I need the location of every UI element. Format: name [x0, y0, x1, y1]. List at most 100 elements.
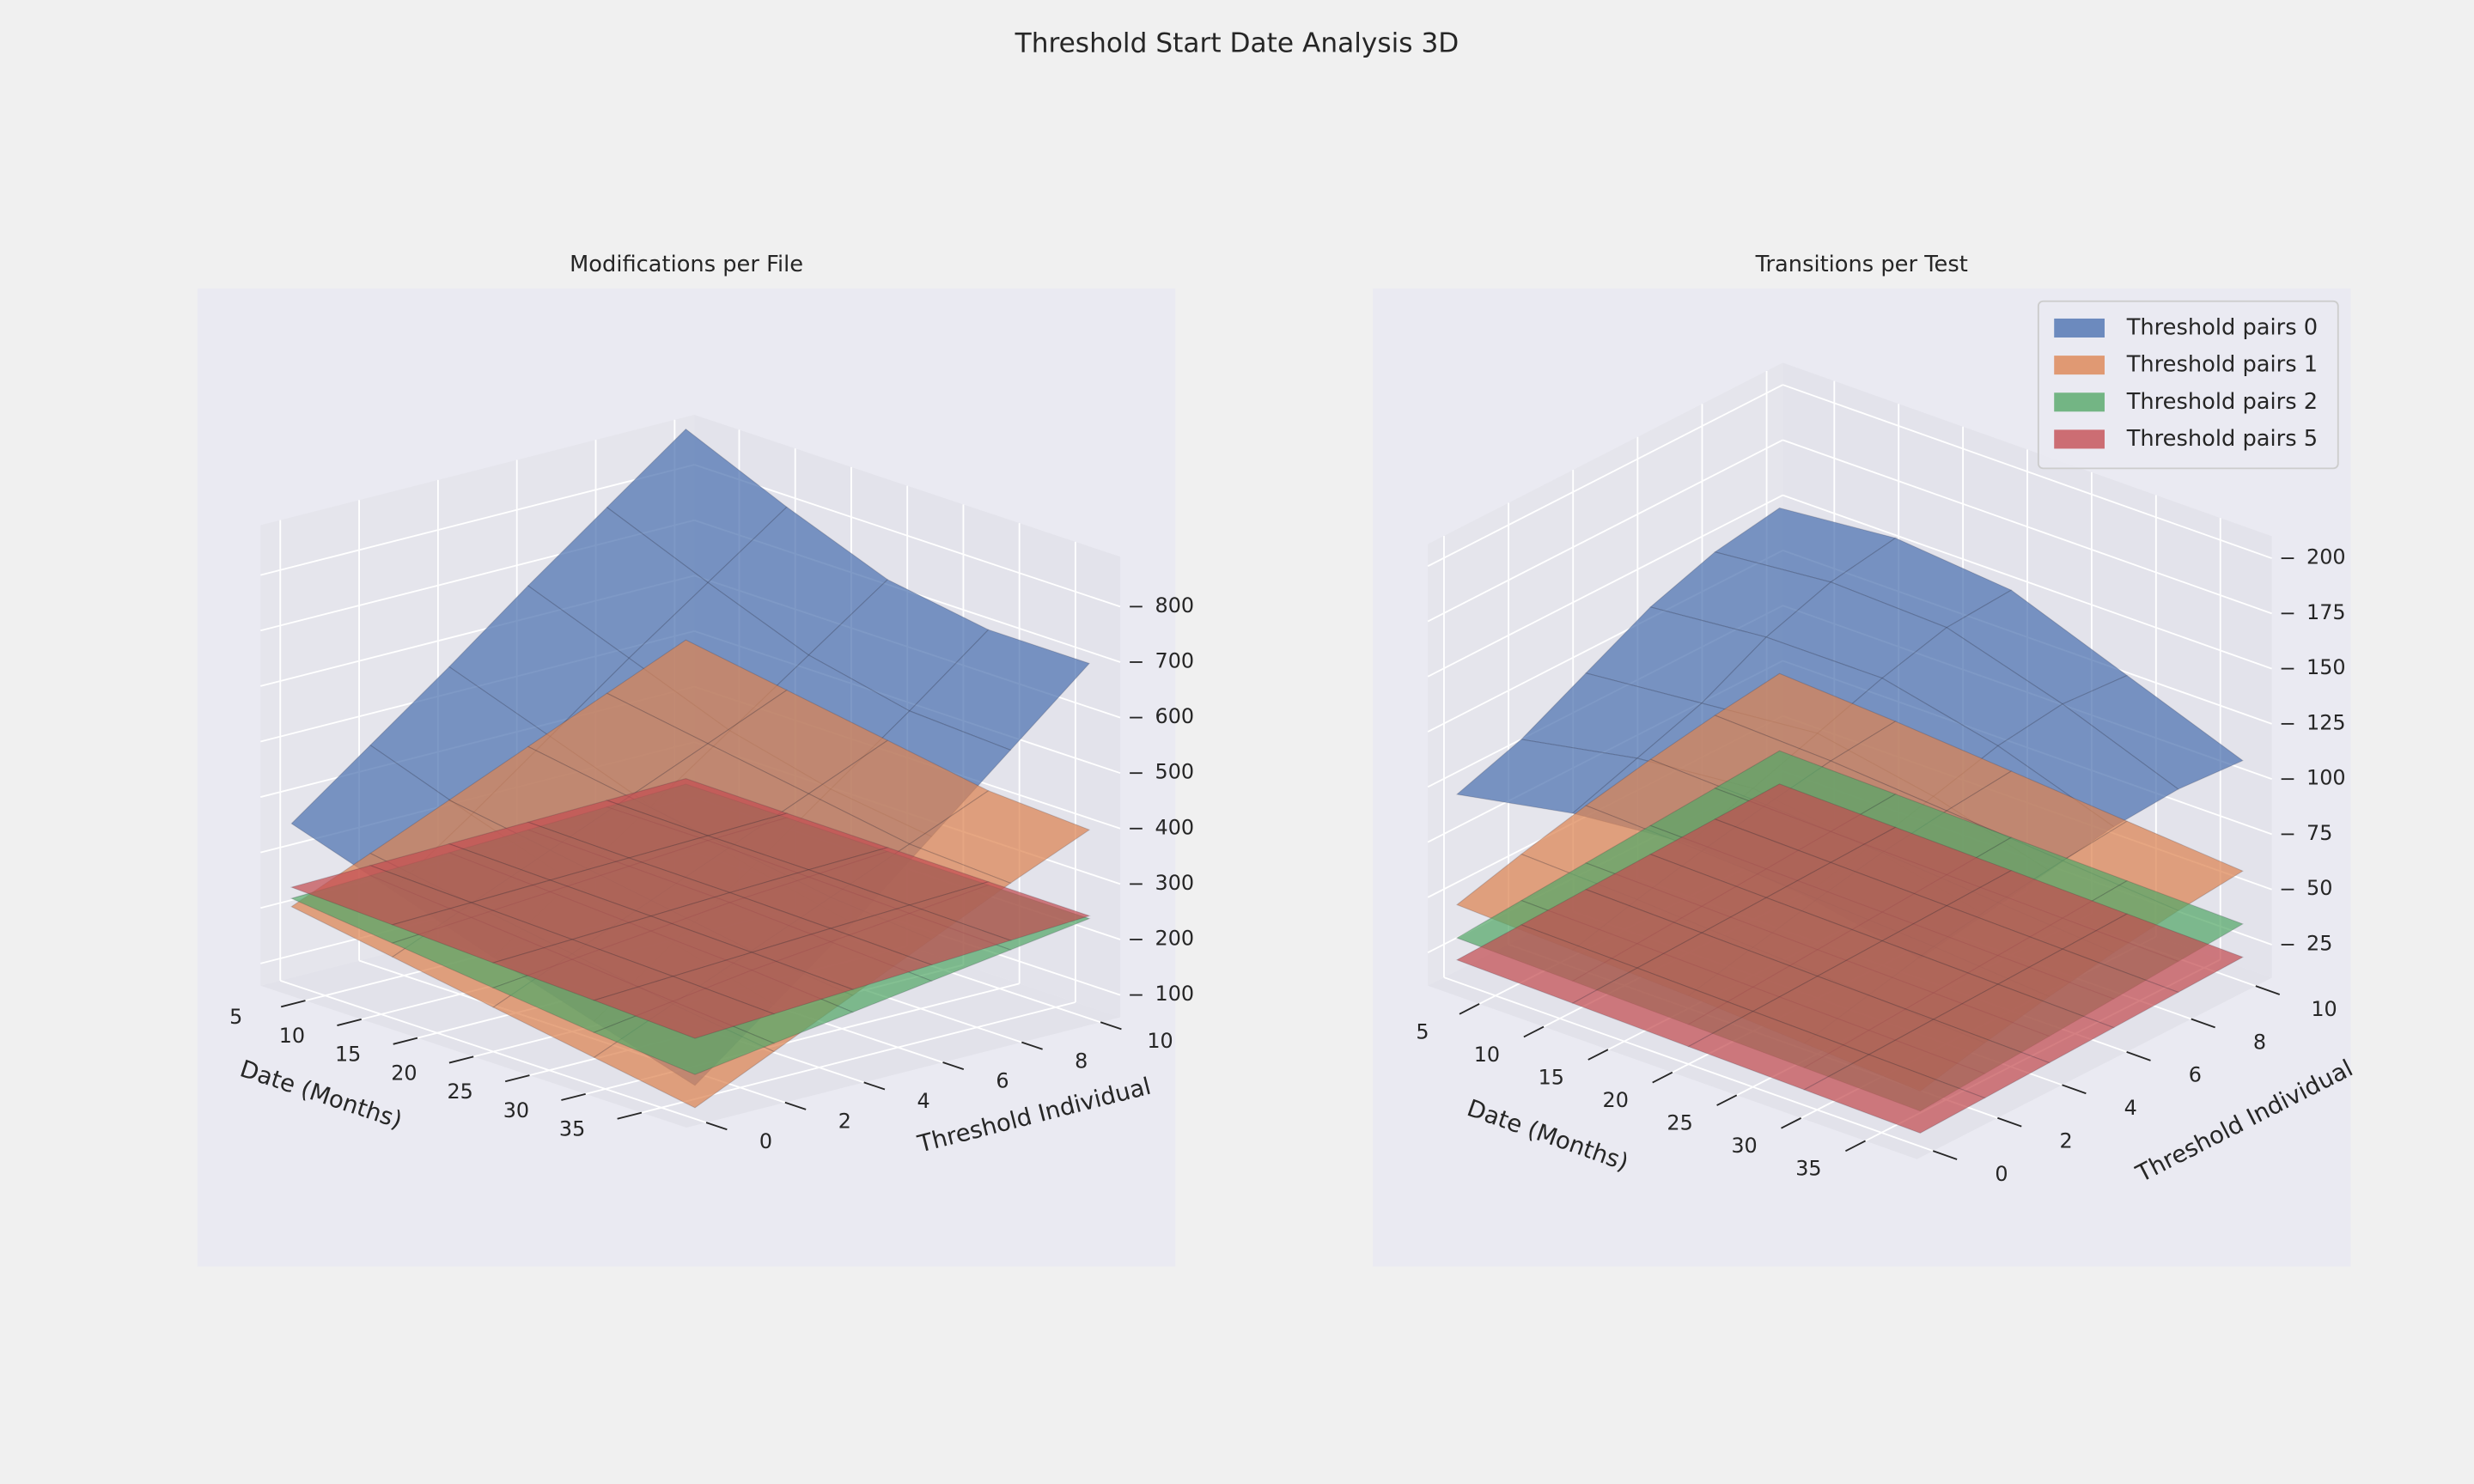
z-tick-label: 50	[2306, 876, 2332, 900]
legend-swatch	[2054, 429, 2105, 449]
grid-line	[1427, 494, 1783, 678]
y-tick-label: 8	[1075, 1049, 1088, 1073]
grid-line	[1427, 384, 1783, 568]
z-tick-label: 700	[1155, 648, 1195, 672]
axes-title: Transitions per Test	[1755, 252, 1968, 277]
y-tick-label: 2	[838, 1109, 851, 1133]
legend-label: Threshold pairs 0	[2126, 314, 2318, 340]
surface-patch	[592, 976, 776, 1039]
x-tick-label: 35	[559, 1117, 585, 1141]
x-tick-label: 30	[1731, 1134, 1757, 1158]
grid-line	[694, 464, 1121, 608]
x-tick	[280, 1000, 306, 1008]
z-tick-label: 200	[2306, 545, 2346, 569]
y-tick-label: 10	[2311, 997, 2337, 1021]
x-tick-label: 20	[391, 1061, 417, 1085]
y-tick	[2126, 1051, 2151, 1061]
grid-line	[260, 464, 695, 576]
x-tick-label: 15	[335, 1043, 361, 1067]
y-tick-label: 6	[2189, 1063, 2202, 1087]
x-tick	[337, 1018, 362, 1026]
grid-line	[641, 1001, 1076, 1114]
z-tick-label: 600	[1155, 704, 1195, 728]
z-tick-label: 100	[2306, 766, 2346, 790]
x-tick	[393, 1037, 418, 1045]
surface	[1455, 783, 2245, 1134]
axes-title: Modifications per File	[570, 252, 803, 277]
x-tick-label: 35	[1795, 1157, 1821, 1181]
surface-patch	[829, 904, 1013, 966]
surface	[289, 778, 1091, 1039]
y-tick	[784, 1101, 807, 1110]
y-tick	[705, 1122, 728, 1131]
grid-line	[1782, 384, 2272, 559]
x-tick	[448, 1055, 474, 1064]
y-tick-label: 4	[2124, 1096, 2137, 1120]
z-tick-label: 800	[1155, 593, 1195, 617]
legend-box	[2037, 300, 2339, 470]
x-tick-label: 5	[1416, 1019, 1429, 1043]
x-tick-label: 5	[229, 1005, 242, 1029]
legend-label: Threshold pairs 1	[2126, 352, 2318, 378]
z-tick-label: 500	[1155, 760, 1195, 784]
y-tick	[1932, 1150, 1958, 1160]
z-tick-label: 300	[1155, 871, 1195, 895]
y-tick-label: 4	[917, 1089, 930, 1113]
x-tick-label: 25	[1667, 1111, 1692, 1135]
z-tick-label: 175	[2306, 600, 2346, 624]
x-tick	[1781, 1117, 1802, 1129]
z-tick-label: 100	[1155, 982, 1195, 1006]
x-tick-label: 10	[279, 1024, 305, 1048]
y-tick	[1997, 1116, 2022, 1128]
x-tick-label: 15	[1539, 1065, 1564, 1089]
grid-line	[1782, 439, 2272, 615]
surface-patch	[1932, 983, 2115, 1064]
x-tick	[561, 1092, 586, 1101]
x-tick	[1523, 1025, 1545, 1038]
y-tick	[2191, 1018, 2215, 1029]
grid-line	[1782, 494, 2272, 670]
y-tick	[2255, 985, 2281, 995]
grid-line	[279, 980, 707, 1124]
legend-swatch	[2054, 318, 2105, 338]
y-tick	[2062, 1084, 2087, 1095]
grid-line	[1443, 976, 1934, 1152]
y-tick-label: 0	[759, 1129, 772, 1153]
surface-patch	[907, 881, 1091, 941]
y-tick-label: 6	[996, 1069, 1008, 1093]
y-tick	[1021, 1041, 1043, 1050]
y-tick-label: 0	[1995, 1162, 2008, 1186]
y-tick-label: 8	[2253, 1030, 2266, 1054]
legend-label: Threshold pairs 5	[2126, 426, 2318, 452]
x-tick	[1459, 1003, 1480, 1015]
z-tick-label: 25	[2306, 931, 2332, 955]
grid-line	[1427, 439, 1783, 623]
x-tick	[617, 1111, 643, 1120]
x-tick-label: 20	[1603, 1088, 1629, 1112]
x-tick-label: 10	[1474, 1043, 1500, 1067]
y-tick-label: 2	[2059, 1128, 2072, 1153]
x-tick	[504, 1074, 530, 1083]
legend-swatch	[2054, 356, 2105, 375]
legend-label: Threshold pairs 2	[2126, 389, 2318, 415]
figure-title: Threshold Start Date Analysis 3D	[1015, 27, 1459, 58]
x-tick-label: 25	[447, 1080, 472, 1104]
x-tick	[1587, 1049, 1609, 1061]
surface-patch	[1996, 948, 2180, 1029]
z-tick-label: 200	[1155, 926, 1195, 950]
surface-patch	[908, 790, 1091, 884]
x-tick	[1844, 1140, 1866, 1153]
y-tick	[863, 1081, 886, 1091]
x-tick	[1652, 1071, 1673, 1084]
z-tick-label: 75	[2306, 821, 2332, 845]
legend-swatch	[2054, 392, 2105, 412]
surface-patch	[1803, 1054, 1986, 1134]
z-tick-label: 400	[1155, 815, 1195, 839]
z-tick-label: 150	[2306, 655, 2346, 679]
y-tick	[1100, 1021, 1122, 1031]
x-tick	[1716, 1094, 1738, 1106]
y-tick	[942, 1061, 965, 1070]
x-tick-label: 30	[503, 1098, 529, 1122]
